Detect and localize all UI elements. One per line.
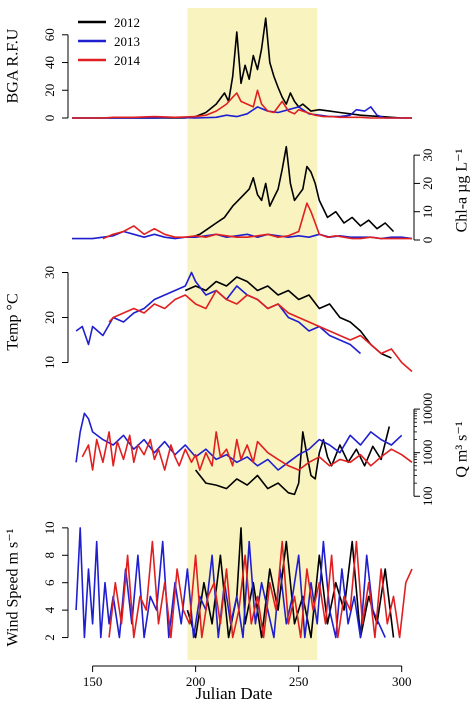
y-axis-label-temp: Temp °C (5, 293, 22, 350)
y-tick-label-wind: 8 (42, 552, 57, 559)
x-axis: 150 200 250 300 (83, 665, 412, 689)
y-tick-label-flow: 100 (420, 487, 435, 507)
series-line-temp-2012 (184, 276, 392, 359)
y-tick-label-wind: 6 (42, 579, 57, 586)
legend-label-2013: 2013 (114, 34, 140, 49)
series-line-flow-2012 (194, 426, 391, 496)
y-axis-label-wind: Wind Speed m s⁻¹ (5, 528, 22, 646)
x-tick-label: 300 (392, 674, 412, 689)
x-axis-label: Julian Date (196, 684, 273, 703)
y-tick-label-chla: 10 (420, 205, 435, 218)
series-line-bga-2014 (72, 89, 412, 119)
summer-highlight-band (187, 8, 318, 660)
y-tick-label-wind: 2 (42, 634, 57, 641)
panel-bga: 0 20 40 60 BGA R.F.U (5, 17, 412, 122)
y-tick-label-flow: 10000 (420, 393, 435, 426)
legend: 2012 2013 2014 (78, 15, 141, 68)
series-line-wind-2012 (186, 527, 395, 639)
y-tick-label-chla: 20 (420, 177, 435, 190)
y-tick-label-temp: 30 (42, 266, 57, 279)
x-tick-label: 200 (186, 674, 206, 689)
panel-temp: 10 20 30 Temp °C (5, 266, 413, 373)
panels-layer: 0 20 40 60 BGA R.F.U 0 10 20 30 Chl-a µg L⁻¹ 10 20 3… (5, 17, 471, 646)
legend-label-2012: 2012 (114, 15, 140, 30)
y-tick-label-flow: 1000 (420, 440, 435, 466)
x-tick-label: 250 (289, 674, 309, 689)
series-line-flow-2014 (81, 431, 413, 471)
panel-flow: 100 1000 10000 Q m³ s⁻¹ (75, 393, 471, 507)
y-tick-label-bga: 60 (42, 28, 57, 41)
y-tick-label-temp: 20 (42, 311, 57, 324)
series-line-chla-2014 (102, 202, 412, 240)
y-axis-label-flow: Q m³ s⁻¹ (454, 421, 471, 477)
y-tick-label-bga: 0 (42, 115, 57, 122)
panel-chla: 0 10 20 30 Chl-a µg L⁻¹ (72, 145, 471, 244)
y-axis-label-chla: Chl-a µg L⁻¹ (454, 148, 471, 232)
x-tick-label: 150 (83, 674, 103, 689)
y-tick-label-wind: 4 (42, 606, 57, 613)
y-tick-label-temp: 10 (42, 356, 57, 369)
series-line-chla-2012 (191, 145, 395, 238)
y-tick-label-bga: 20 (42, 84, 57, 97)
y-tick-label-chla: 0 (420, 237, 435, 244)
y-axis-label-bga: BGA R.F.U (5, 28, 22, 103)
panel-wind: 2 4 6 8 10 Wind Speed m s⁻¹ (5, 521, 413, 646)
y-tick-label-wind: 10 (42, 521, 57, 534)
series-line-chla-2013 (72, 230, 413, 240)
legend-label-2014: 2014 (114, 53, 141, 68)
series-line-temp-2014 (108, 289, 413, 373)
y-tick-label-chla: 30 (420, 149, 435, 162)
series-line-wind-2014 (108, 540, 413, 639)
y-tick-label-bga: 40 (42, 56, 57, 69)
